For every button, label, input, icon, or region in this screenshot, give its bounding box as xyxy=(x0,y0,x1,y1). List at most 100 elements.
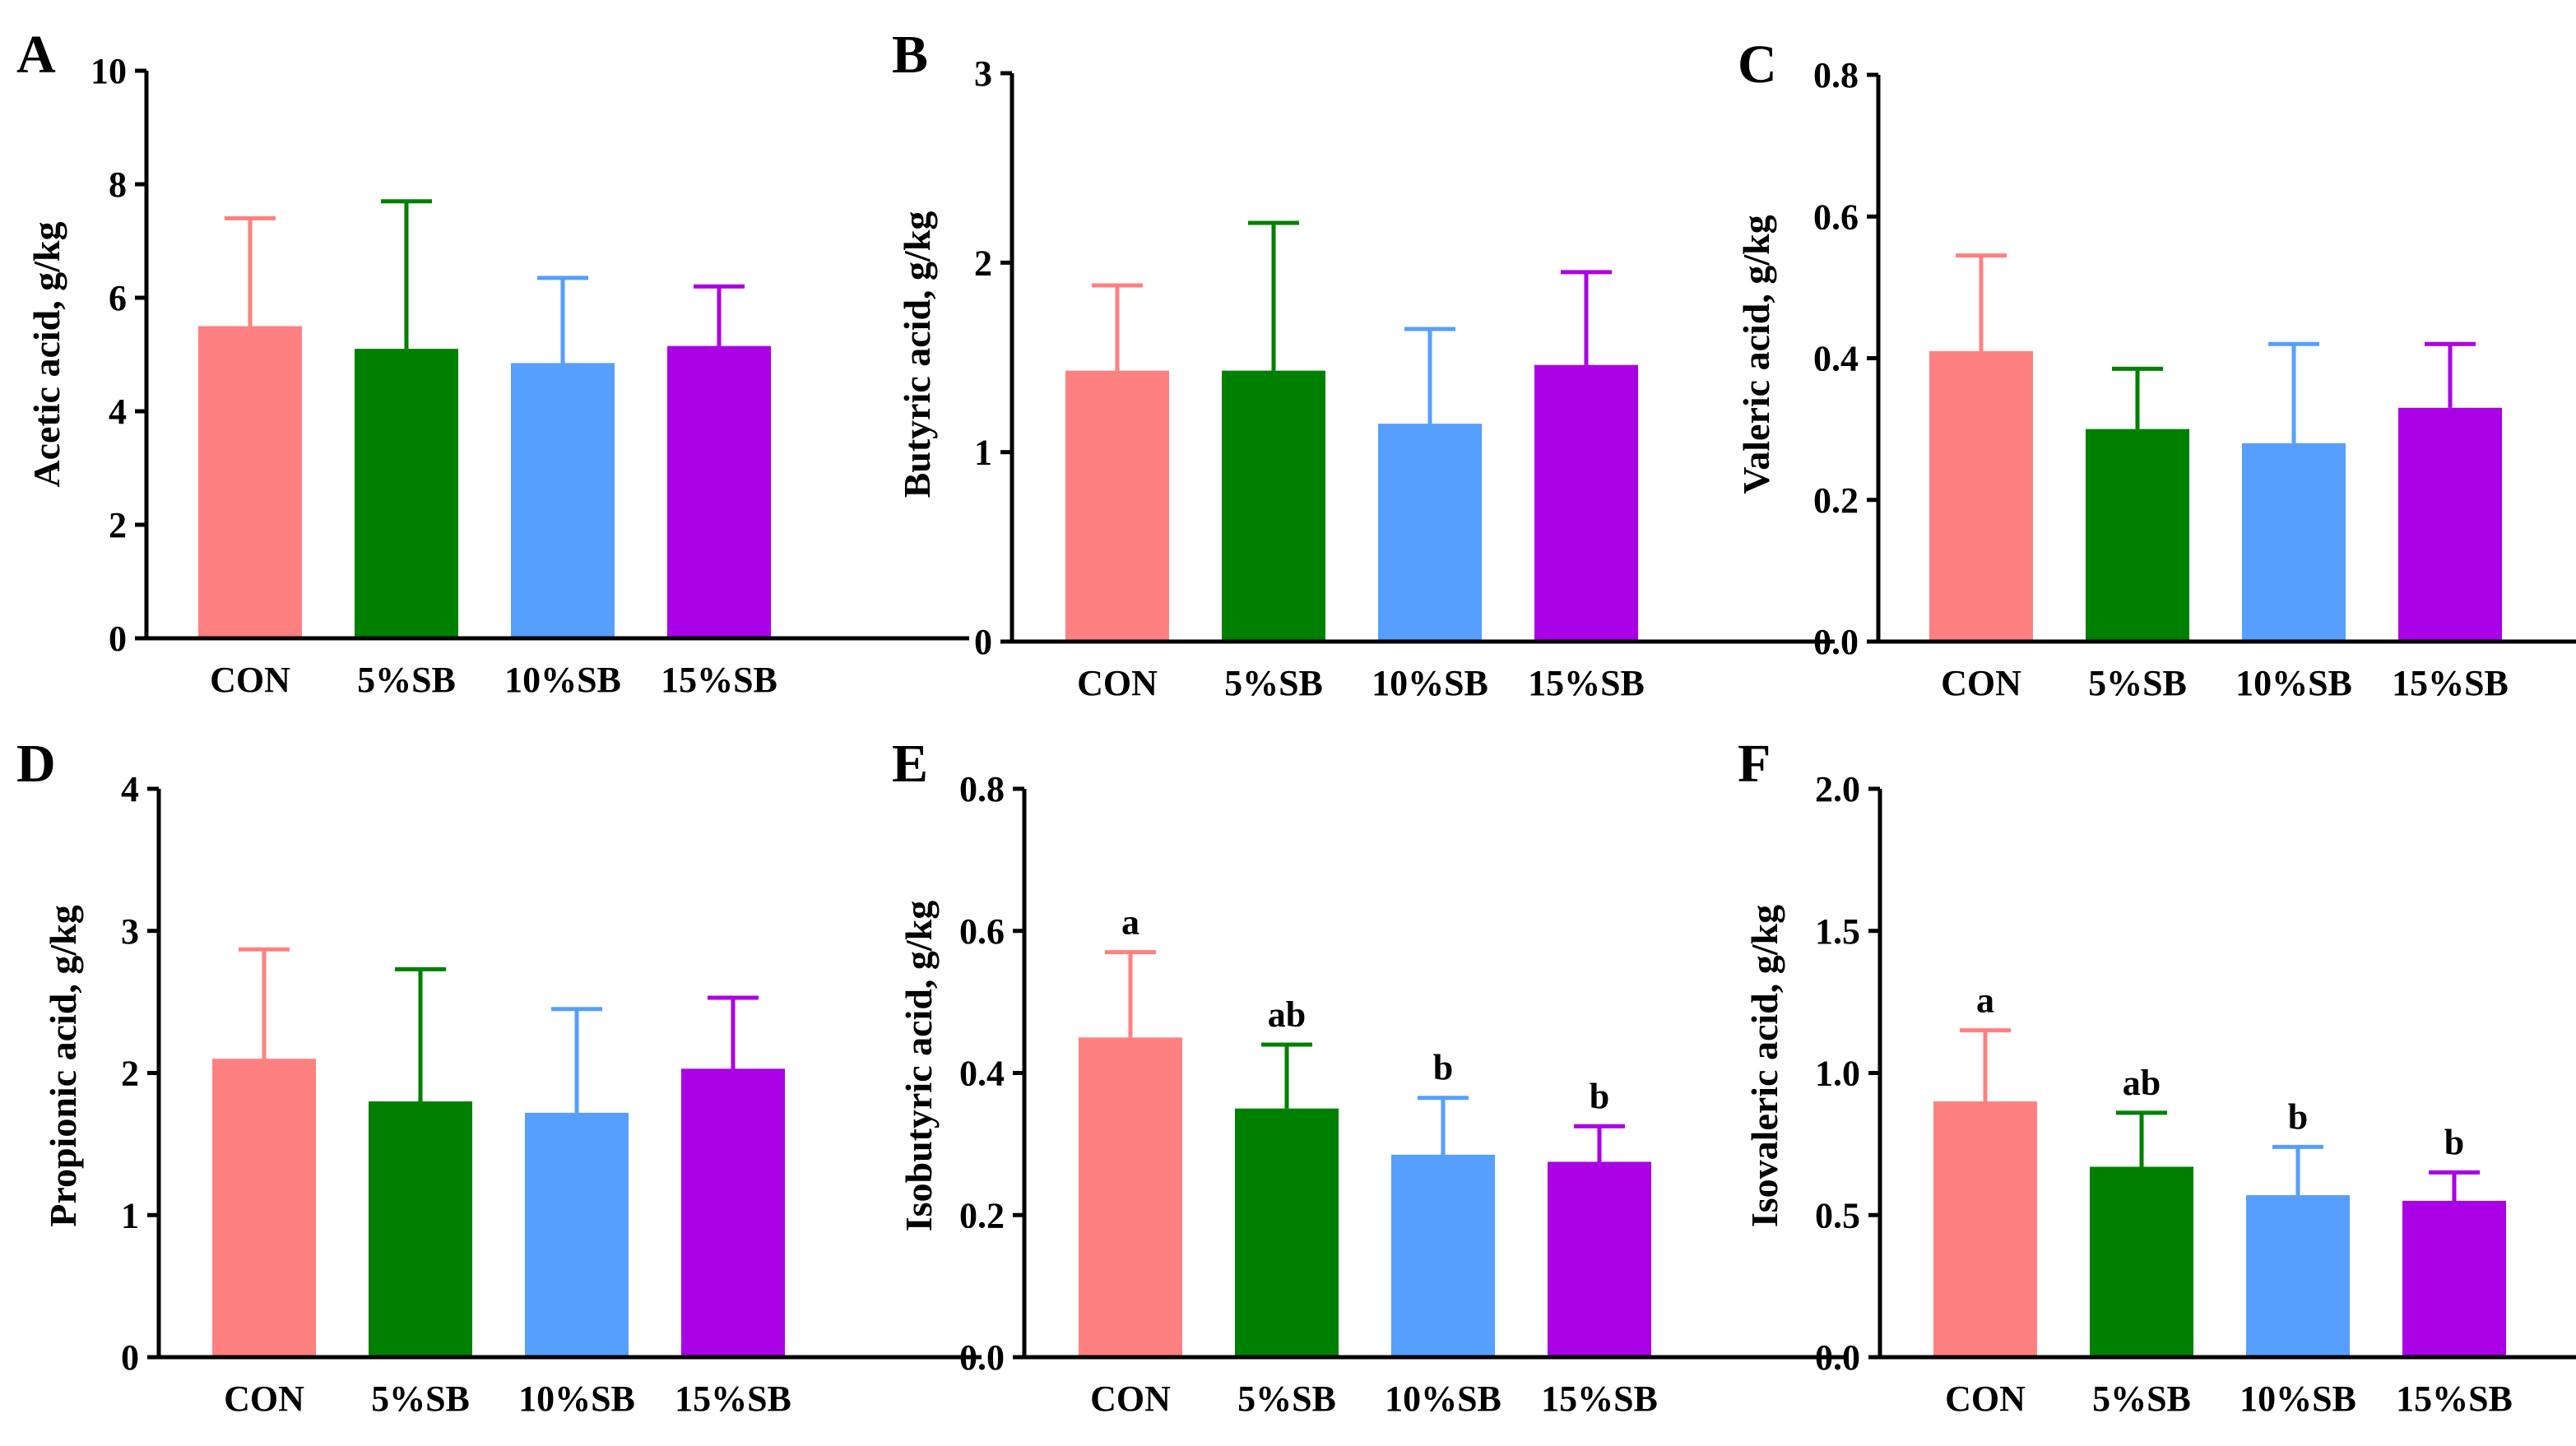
x-tick-label-b-3: 15%SB xyxy=(1528,663,1645,703)
y-tick-label-b-0: 0 xyxy=(974,622,992,662)
panel-b: B Butyric acid, g/kg CON 5%SB 10%SB 15%SB 0 1 2 3 xyxy=(892,25,1835,703)
x-tick-label-b-1: 5%SB xyxy=(1224,663,1323,703)
y-tick-label-f-2: 1.0 xyxy=(1815,1054,1860,1094)
y-tick-label-d-2: 2 xyxy=(121,1054,139,1094)
panel-letter-a: A xyxy=(16,25,56,85)
x-tick-label-d-2: 10%SB xyxy=(518,1379,635,1419)
y-tick-label-c-4: 0.8 xyxy=(1813,55,1859,95)
x-tick-label-f-3: 15%SB xyxy=(2396,1379,2513,1419)
x-tick-label-c-3: 15%SB xyxy=(2392,663,2509,703)
panel-letter-d: D xyxy=(16,734,56,794)
significance-label-f-2: b xyxy=(2288,1096,2308,1137)
x-tick-label-a-2: 10%SB xyxy=(504,660,621,700)
y-tick-label-f-4: 2.0 xyxy=(1815,769,1860,809)
bar-c-1 xyxy=(2086,429,2189,642)
bar-d-3 xyxy=(681,1068,785,1357)
y-tick-label-d-0: 0 xyxy=(121,1337,139,1378)
bar-d-0 xyxy=(212,1059,316,1357)
y-tick-label-a-0: 0 xyxy=(109,619,127,659)
y-tick-label-f-3: 1.5 xyxy=(1815,911,1860,952)
y-tick-label-d-4: 4 xyxy=(121,769,139,809)
y-tick-label-d-3: 3 xyxy=(121,911,139,952)
bar-a-0 xyxy=(198,326,302,638)
y-tick-label-c-0: 0.0 xyxy=(1813,622,1859,662)
x-tick-label-d-3: 15%SB xyxy=(675,1379,791,1419)
panel-letter-c: C xyxy=(1738,35,1777,95)
x-tick-label-d-1: 5%SB xyxy=(371,1379,470,1419)
bar-d-1 xyxy=(369,1101,472,1357)
x-tick-label-e-2: 10%SB xyxy=(1385,1379,1502,1419)
bar-a-3 xyxy=(667,345,771,638)
x-tick-label-e-0: CON xyxy=(1090,1379,1171,1419)
y-tick-label-b-1: 1 xyxy=(974,433,992,473)
x-tick-label-a-0: CON xyxy=(210,660,290,700)
bar-c-2 xyxy=(2242,443,2346,642)
bar-a-1 xyxy=(355,349,458,638)
y-tick-label-e-1: 0.2 xyxy=(959,1195,1005,1235)
x-tick-label-f-0: CON xyxy=(1945,1379,2026,1419)
y-tick-label-b-2: 2 xyxy=(974,243,992,283)
panel-letter-e: E xyxy=(892,734,928,794)
y-tick-label-b-3: 3 xyxy=(974,53,992,94)
panel-letter-f: F xyxy=(1738,734,1771,794)
panel-f: F Isovaleric acid, g/kg CON a 5%SB ab 10%SB b 15… xyxy=(1738,734,2576,1419)
y-tick-label-c-3: 0.6 xyxy=(1813,197,1859,237)
significance-label-e-1: ab xyxy=(1268,994,1306,1035)
y-tick-label-e-2: 0.4 xyxy=(959,1054,1005,1094)
y-tick-label-a-3: 6 xyxy=(109,278,127,318)
y-axis-title-d: Propionic acid, g/kg xyxy=(42,905,84,1226)
bar-e-2 xyxy=(1391,1154,1495,1357)
bar-f-1 xyxy=(2090,1166,2193,1357)
y-tick-label-c-1: 0.2 xyxy=(1813,480,1859,521)
x-tick-label-c-2: 10%SB xyxy=(2235,663,2352,703)
significance-label-f-1: ab xyxy=(2123,1063,2161,1103)
x-tick-label-f-2: 10%SB xyxy=(2239,1379,2356,1419)
bar-e-3 xyxy=(1548,1161,1651,1357)
x-tick-label-d-0: CON xyxy=(224,1379,304,1419)
y-tick-label-e-4: 0.8 xyxy=(959,769,1005,809)
x-tick-label-e-3: 15%SB xyxy=(1541,1379,1658,1419)
panel-e: E Isobutyric acid, g/kg CON a 5%SB ab 10%SB b 15… xyxy=(892,734,1847,1419)
bar-f-3 xyxy=(2402,1200,2506,1357)
bar-e-1 xyxy=(1235,1108,1339,1357)
significance-label-f-0: a xyxy=(1976,980,1994,1021)
bar-f-2 xyxy=(2246,1195,2350,1357)
y-axis-title-c: Valeric acid, g/kg xyxy=(1735,215,1777,494)
x-tick-label-a-1: 5%SB xyxy=(357,660,456,700)
y-tick-label-f-1: 0.5 xyxy=(1815,1195,1860,1235)
x-tick-label-f-1: 5%SB xyxy=(2092,1379,2191,1419)
panel-d: D Propionic acid, g/kg CON 5%SB 10%SB 15%SB 0 1… xyxy=(16,734,982,1419)
x-tick-label-e-1: 5%SB xyxy=(1237,1379,1336,1419)
significance-label-f-3: b xyxy=(2444,1122,2464,1162)
bar-c-3 xyxy=(2398,407,2502,642)
significance-label-e-2: b xyxy=(1433,1048,1453,1088)
y-tick-label-e-0: 0.0 xyxy=(959,1337,1005,1378)
y-tick-label-a-5: 10 xyxy=(91,51,127,91)
y-tick-label-d-1: 1 xyxy=(121,1195,139,1235)
bar-b-3 xyxy=(1534,364,1638,642)
bar-f-0 xyxy=(1933,1101,2037,1357)
y-axis-title-e: Isobutyric acid, g/kg xyxy=(898,901,940,1232)
bar-b-2 xyxy=(1378,424,1482,642)
y-tick-label-a-4: 8 xyxy=(109,165,127,205)
significance-label-e-3: b xyxy=(1590,1076,1609,1116)
significance-label-e-0: a xyxy=(1121,902,1139,943)
panel-letter-b: B xyxy=(892,25,928,85)
x-tick-label-c-0: CON xyxy=(1941,663,2021,703)
y-axis-title-a: Acetic acid, g/kg xyxy=(26,221,67,487)
bar-c-0 xyxy=(1929,350,2033,642)
y-tick-label-c-2: 0.4 xyxy=(1813,339,1859,379)
panel-c: C Valeric acid, g/kg CON 5%SB 10%SB 15%SB 0.0 0… xyxy=(1735,35,2576,703)
y-tick-label-f-0: 0.0 xyxy=(1815,1337,1860,1378)
y-axis-title-f: Isovaleric acid, g/kg xyxy=(1743,905,1785,1227)
bar-b-1 xyxy=(1222,370,1325,642)
y-tick-label-a-2: 4 xyxy=(109,392,127,432)
y-axis-title-b: Butyric acid, g/kg xyxy=(896,211,938,498)
bar-d-2 xyxy=(525,1112,629,1357)
x-tick-label-c-1: 5%SB xyxy=(2088,663,2187,703)
panel-a: A Acetic acid, g/kg CON 5%SB 10%SB 15%SB 0 2 4 6 8… xyxy=(16,25,969,700)
x-tick-label-b-0: CON xyxy=(1077,663,1158,703)
y-tick-label-e-3: 0.6 xyxy=(959,911,1005,952)
bar-a-2 xyxy=(511,363,615,638)
